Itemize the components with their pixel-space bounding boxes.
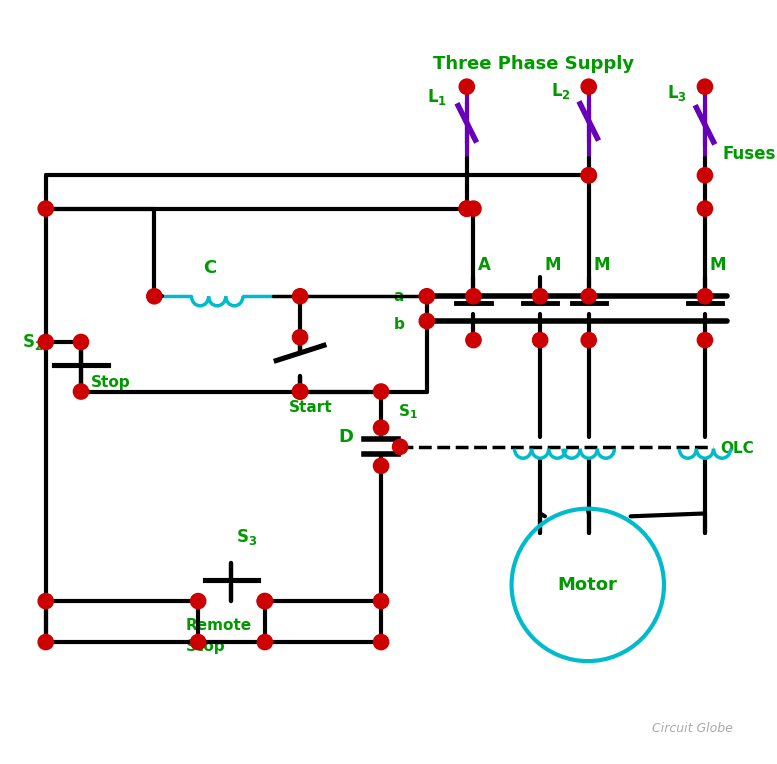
Circle shape [581,332,597,348]
Circle shape [38,594,54,609]
Text: $\mathbf{L_3}$: $\mathbf{L_3}$ [667,83,687,103]
Circle shape [466,201,481,216]
Text: Three Phase Supply: Three Phase Supply [433,55,634,73]
Circle shape [697,201,713,216]
Circle shape [581,79,597,94]
Circle shape [38,201,54,216]
Circle shape [374,458,388,474]
Text: $\mathbf{S_2}$: $\mathbf{S_2}$ [22,332,43,351]
Circle shape [374,594,388,609]
Text: $\mathbf{S_1}$: $\mathbf{S_1}$ [398,403,418,421]
Text: M: M [594,256,610,274]
Text: $\mathbf{S_3}$: $\mathbf{S_3}$ [236,527,257,547]
Text: Remote: Remote [186,617,252,633]
Circle shape [147,289,162,304]
Text: C: C [203,260,216,277]
Text: Circuit Globe: Circuit Globe [652,722,733,735]
Circle shape [73,335,89,350]
Text: Stop: Stop [90,375,130,390]
Text: OLC: OLC [720,442,754,456]
Circle shape [292,329,308,345]
Circle shape [292,384,308,399]
Circle shape [532,332,548,348]
Text: Start: Start [288,400,333,416]
Text: Motor: Motor [558,576,618,594]
Circle shape [292,384,308,399]
Circle shape [190,594,206,609]
Circle shape [392,439,408,455]
Text: D: D [338,428,354,446]
Circle shape [697,289,713,304]
Text: Stop: Stop [186,639,225,654]
Circle shape [459,201,475,216]
Circle shape [697,79,713,94]
Circle shape [257,594,273,609]
Text: Fuses: Fuses [722,145,775,163]
Circle shape [459,79,475,94]
Text: $\mathbf{L_1}$: $\mathbf{L_1}$ [427,87,447,107]
Circle shape [459,201,475,216]
Circle shape [257,634,273,649]
Circle shape [190,634,206,649]
Circle shape [581,167,597,183]
Text: a: a [393,289,404,304]
Circle shape [257,594,273,609]
Circle shape [292,289,308,304]
Circle shape [374,384,388,399]
Circle shape [374,634,388,649]
Text: M: M [709,256,726,274]
Circle shape [532,289,548,304]
Circle shape [419,313,434,329]
Circle shape [697,167,713,183]
Text: b: b [393,316,404,332]
Circle shape [374,420,388,435]
Circle shape [581,289,597,304]
Text: A: A [478,256,491,274]
Text: M: M [545,256,562,274]
Circle shape [73,384,89,399]
Circle shape [466,332,481,348]
Circle shape [38,634,54,649]
Circle shape [697,332,713,348]
Circle shape [466,289,481,304]
Text: $\mathbf{L_2}$: $\mathbf{L_2}$ [551,81,570,101]
Circle shape [419,289,434,304]
Circle shape [38,335,54,350]
Circle shape [581,167,597,183]
